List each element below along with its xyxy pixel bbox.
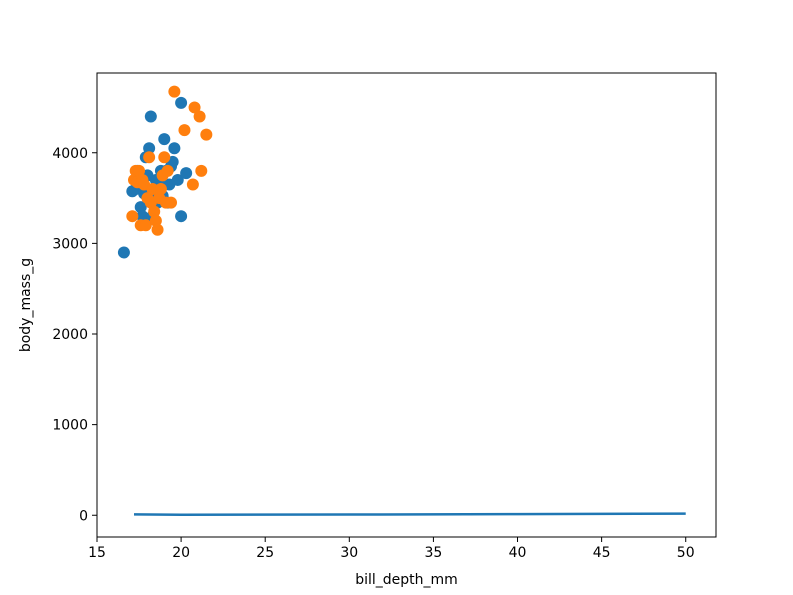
data-point — [117, 246, 130, 259]
y-tick-label: 3000 — [52, 236, 88, 252]
x-tick-label: 35 — [424, 545, 442, 561]
x-tick-label: 20 — [172, 545, 190, 561]
data-point — [175, 210, 188, 223]
data-point — [139, 219, 152, 232]
plot-area — [117, 85, 686, 517]
data-point — [158, 151, 171, 164]
data-point — [178, 124, 191, 137]
data-point — [186, 178, 199, 191]
x-tick-label: 15 — [88, 545, 106, 561]
y-tick-label: 1000 — [52, 418, 88, 434]
x-tick-label: 50 — [677, 545, 695, 561]
x-axis-label: bill_depth_mm — [355, 572, 458, 588]
data-point — [195, 164, 208, 177]
data-point — [180, 167, 193, 180]
y-tick-label: 4000 — [52, 146, 88, 162]
data-point — [161, 164, 174, 177]
data-point — [143, 151, 156, 164]
data-point — [200, 128, 213, 141]
data-point — [188, 101, 201, 114]
data-point — [146, 183, 159, 195]
data-point — [136, 210, 149, 223]
data-point — [143, 142, 156, 155]
data-point — [149, 214, 162, 227]
data-point — [151, 223, 164, 236]
axes-frame — [96, 72, 717, 538]
series-line — [133, 512, 686, 517]
data-point — [171, 173, 184, 186]
data-point — [165, 196, 178, 209]
x-tick-label: 30 — [340, 545, 358, 561]
axis-ticks: 15 20 25 30 35 40 45 50 0 1000 2000 3000 4000 — [52, 146, 694, 561]
data-point — [168, 142, 181, 155]
data-point — [133, 164, 146, 177]
x-tick-label: 40 — [509, 545, 527, 561]
data-point — [154, 183, 167, 195]
data-point — [158, 133, 171, 146]
data-point — [148, 205, 161, 218]
data-point — [168, 85, 181, 98]
y-axis-label: body_mass_g — [18, 258, 34, 352]
y-tick-label: 2000 — [52, 327, 88, 343]
x-tick-label: 45 — [593, 545, 611, 561]
data-point — [175, 96, 188, 109]
x-tick-label: 25 — [256, 545, 274, 561]
y-tick-label: 0 — [79, 508, 88, 524]
data-point — [126, 210, 139, 223]
data-point — [144, 110, 157, 123]
data-point — [193, 110, 206, 123]
data-point — [134, 201, 147, 214]
